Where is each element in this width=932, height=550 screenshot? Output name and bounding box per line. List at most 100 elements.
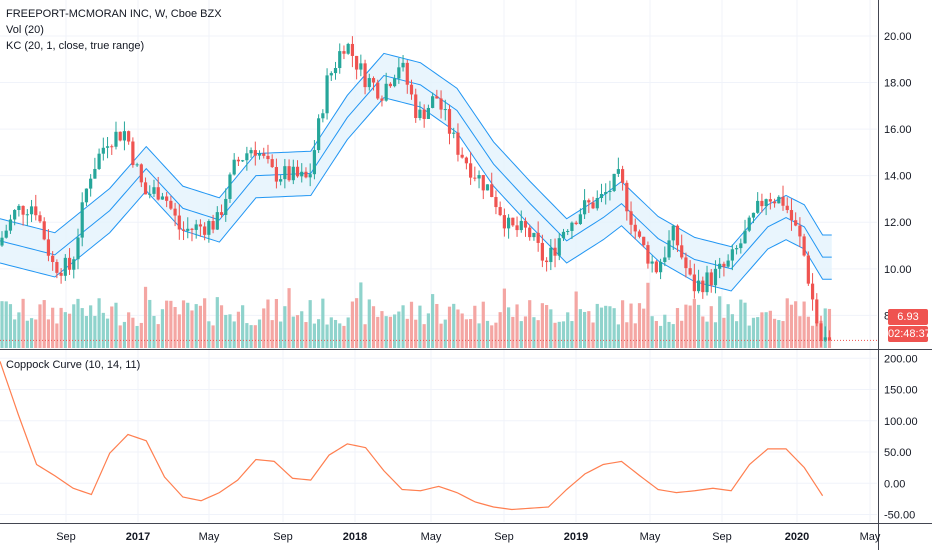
candle-body: [599, 193, 604, 199]
volume-bar: [481, 301, 485, 348]
volume-bar: [684, 304, 688, 348]
candle-body: [279, 179, 283, 182]
candle-body: [355, 55, 359, 70]
volume-bar: [802, 301, 806, 348]
volume-bar: [595, 303, 599, 348]
volume-bar: [0, 301, 4, 348]
candle-body: [8, 219, 13, 231]
volume-bar: [21, 298, 25, 348]
volume-bar: [236, 311, 241, 348]
candle-body: [219, 212, 224, 215]
volume-bar: [764, 312, 768, 348]
volume-bar: [63, 312, 67, 348]
candle-body: [464, 157, 468, 164]
volume-bar: [198, 305, 203, 348]
candle-body: [76, 237, 80, 260]
volume-bar: [431, 294, 435, 348]
volume-bar: [696, 304, 701, 348]
volume-bar: [93, 315, 97, 348]
candle-body: [59, 272, 63, 276]
candle-body: [764, 199, 768, 207]
volume-bar: [325, 324, 329, 348]
candle-body: [435, 96, 439, 99]
volume-bar: [376, 316, 380, 348]
candle-body: [625, 182, 629, 212]
volume-bar: [186, 302, 190, 348]
volume-bar: [511, 316, 515, 348]
volume-bar: [477, 323, 481, 348]
candle-body: [802, 236, 806, 256]
time-tick-label: Sep: [56, 531, 76, 543]
volume-bar: [692, 298, 696, 348]
candle-body: [203, 226, 207, 235]
volume-bar: [460, 313, 464, 348]
volume-bar: [523, 316, 528, 348]
candle-body: [827, 337, 832, 341]
candle-body: [409, 84, 414, 95]
volume-bar: [422, 324, 426, 348]
volume-bar: [203, 298, 207, 348]
volume-bar: [249, 325, 253, 348]
candle-body: [642, 236, 646, 246]
volume-bar: [97, 298, 101, 348]
candle-body: [46, 239, 51, 256]
candle-body: [675, 225, 680, 246]
last-price-tag: 6.93: [888, 309, 928, 325]
keltner-legend[interactable]: KC (20, 1, close, true range): [6, 40, 145, 52]
volume-legend[interactable]: Vol (20): [6, 24, 44, 36]
coppock-legend[interactable]: Coppock Curve (10, 14, 11): [6, 359, 141, 371]
candle-body: [523, 220, 528, 228]
candle-body: [363, 63, 367, 88]
volume-bar: [291, 316, 295, 348]
candle-body: [473, 177, 477, 179]
volume-bar: [751, 317, 756, 348]
candle-body: [165, 196, 169, 201]
candle-body: [561, 231, 566, 239]
candle-body: [97, 153, 101, 169]
volume-bar: [827, 308, 832, 348]
volume-bar: [59, 307, 63, 348]
volume-bar: [257, 319, 262, 348]
candle-body: [418, 109, 422, 119]
volume-bar: [42, 300, 46, 348]
volume-bar: [388, 316, 392, 348]
volume-bar: [798, 316, 802, 348]
candle-body: [819, 323, 823, 341]
candle-body: [713, 268, 718, 286]
volume-bar: [215, 297, 219, 348]
candle-body: [452, 132, 456, 134]
price-tick-label: 20.00: [884, 31, 912, 43]
volume-bar: [557, 321, 561, 348]
volume-bar: [283, 306, 287, 348]
candle-body: [110, 146, 114, 148]
volume-bar: [135, 325, 139, 348]
volume-bar: [46, 319, 51, 348]
volume-bar: [80, 308, 84, 348]
volume-bar: [469, 319, 473, 348]
volume-bar: [663, 314, 667, 348]
volume-bar: [806, 316, 810, 348]
candle-body: [388, 83, 392, 87]
candle-body: [578, 214, 582, 225]
volume-bar: [122, 321, 127, 348]
candle-body: [198, 224, 203, 227]
candle-body: [701, 280, 705, 293]
time-tick-label: 2020: [785, 531, 809, 543]
symbol-legend[interactable]: FREEPORT-MCMORAN INC, W, Cboe BZX: [6, 8, 222, 20]
volume-bar: [658, 325, 663, 348]
volume-bar: [507, 307, 511, 348]
candle-body: [105, 146, 110, 148]
candle-body: [63, 257, 67, 276]
candle-body: [709, 272, 713, 286]
volume-bar: [333, 319, 338, 348]
candle-body: [342, 51, 346, 54]
volume-bar: [578, 309, 582, 348]
candle-body: [173, 208, 177, 216]
candle-body: [696, 280, 701, 292]
candle-body: [283, 166, 287, 180]
candle-body: [84, 188, 89, 203]
time-tick-label: May: [860, 531, 881, 543]
volume-bar: [447, 306, 452, 348]
